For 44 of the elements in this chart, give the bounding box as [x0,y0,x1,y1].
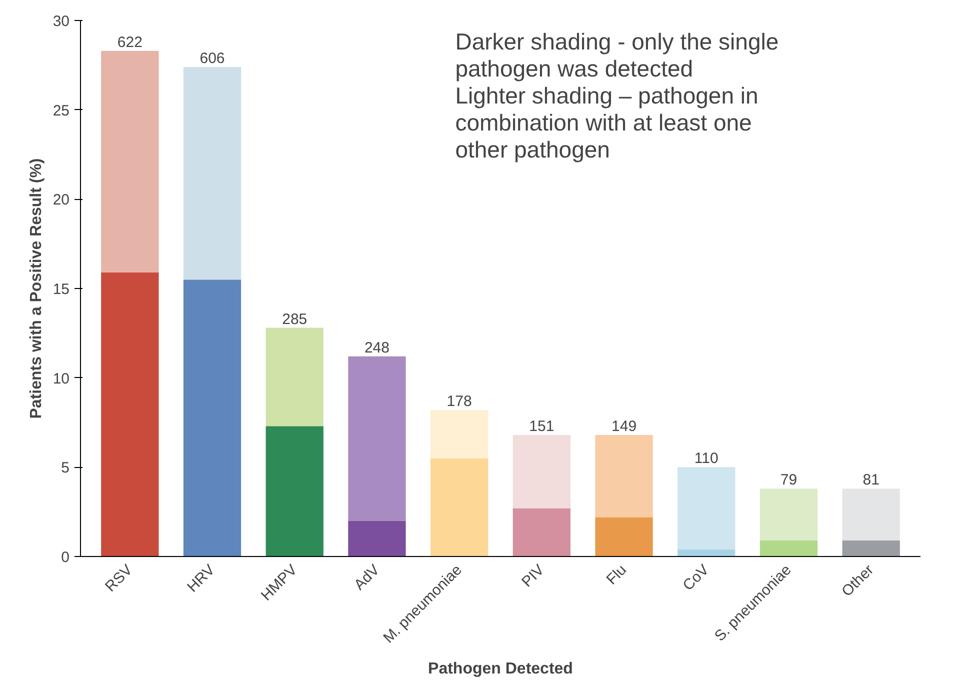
y-tick-label: 25 [52,102,70,120]
y-axis-title: Patients with a Positive Result (%) [28,158,45,419]
bar [183,66,242,280]
x-tick-label: PIV [518,561,548,591]
x-tick-label: Flu [603,561,630,588]
bar [512,435,570,508]
annotation: Lighter shading – pathogen in combination with at least one other pathogen [455,82,758,162]
annotation: Darker shading - only the single pathogen was detected [455,28,779,82]
bar [101,50,159,272]
bar [595,435,653,518]
bar [678,467,736,550]
annotation: 149 [612,418,637,436]
bar [266,426,324,556]
annotation: 622 [117,34,142,51]
bar [512,508,570,556]
bar [430,458,488,556]
y-tick-label: 10 [52,370,70,388]
y-tick-label: 0 [61,549,70,566]
bar [842,540,900,556]
bar [595,517,653,556]
annotation: 110 [694,450,718,468]
x-axis-title: Pathogen Detected [428,660,573,678]
y-tick-label: 20 [52,192,70,209]
x-tick-label: CoV [680,561,712,594]
bar [760,488,818,540]
y-tick-label: 15 [52,281,70,298]
bar [430,410,488,458]
y-tick-label: 30 [52,13,70,30]
annotation: 151 [529,418,554,436]
bar [678,549,736,556]
y-tick-label: 5 [61,460,70,477]
annotation: 248 [364,339,390,356]
bar [101,272,159,556]
bar [842,488,900,540]
annotation: 606 [200,50,225,67]
bar [183,280,242,556]
bar [266,328,324,426]
bar [348,520,406,556]
annotation: 79 [780,472,798,489]
annotation: 178 [446,392,472,410]
bar [760,540,818,556]
annotation: 81 [862,472,880,489]
annotation: 285 [282,310,308,328]
bar [348,356,406,521]
